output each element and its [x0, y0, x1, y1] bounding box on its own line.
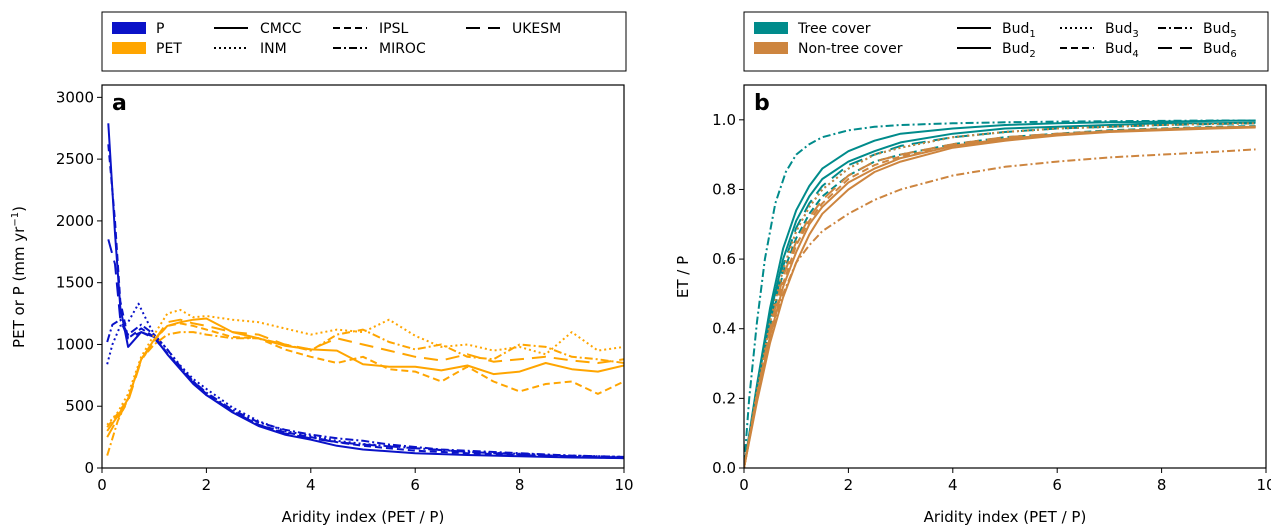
legend-swatch-p: [112, 22, 146, 34]
x-tick-label: 0: [739, 476, 749, 494]
y-tick-label: 2000: [56, 212, 94, 230]
x-tick-label: 2: [202, 476, 212, 494]
y-tick-label: 0.2: [712, 389, 736, 407]
y-tick-label: 0.8: [712, 180, 736, 198]
panel-b-frame: [743, 84, 1267, 469]
series-line-non-tree-cover-bud6: [744, 125, 1256, 468]
y-tick-label: 2500: [56, 150, 94, 168]
series-line-pet-miroc: [106, 328, 624, 456]
series-line-tree-cover-bud6: [744, 122, 1256, 468]
series-line-p-inm: [106, 302, 624, 458]
y-tick-label: 0.0: [712, 459, 736, 477]
series-line-p-cmcc: [107, 123, 624, 460]
series-line-non-tree-cover-bud1: [744, 125, 1256, 468]
x-tick-label: 8: [515, 476, 525, 494]
y-tick-label: 1500: [56, 274, 94, 292]
series-line-p-ipsl: [107, 144, 624, 460]
legend-label-pet: PET: [156, 41, 182, 57]
panel-b-ticks: 0 2 4 6 8 10 0.0 0.2 0.4 0.6 0.8 1.0: [712, 111, 1271, 494]
series-line-non-tree-cover-bud2: [744, 126, 1256, 468]
legend-swatch-pet: [112, 42, 146, 54]
panel-a-ylabel-end: ): [10, 206, 28, 212]
panel-b-xlabel: Aridity index (PET / P): [924, 508, 1087, 526]
series-line-non-tree-cover-bud3: [744, 122, 1256, 468]
y-tick-label: 1000: [56, 335, 94, 353]
panel-b-label: b: [754, 91, 770, 116]
y-tick-label: 1.0: [712, 111, 736, 129]
series-line-pet-ukesm: [106, 318, 624, 438]
legend-swatch-tree-cover: [754, 22, 788, 34]
legend-label-bud2: Bud2: [1002, 41, 1036, 60]
x-tick-label: 4: [948, 476, 958, 494]
x-tick-label: 6: [1052, 476, 1062, 494]
legend-swatch-non-tree-cover: [754, 42, 788, 54]
series-line-pet-ipsl: [106, 322, 624, 428]
series-line-non-tree-cover-bud5: [744, 148, 1256, 468]
legend-a-frame: [101, 11, 627, 72]
legend-label-bud1: Bud1: [1002, 21, 1036, 40]
legend-b-frame: [743, 11, 1269, 72]
legend-label-p: P: [156, 21, 164, 37]
series-line-p-miroc: [106, 318, 624, 458]
series-line-tree-cover-bud5: [744, 119, 1256, 468]
y-tick-label: 0.6: [712, 250, 736, 268]
y-tick-label: 500: [65, 397, 94, 415]
legend-label-bud6: Bud6: [1203, 41, 1237, 60]
legend-label-bud5: Bud5: [1203, 21, 1237, 40]
panel-a-label: a: [112, 91, 127, 116]
legend-label-miroc: MIROC: [379, 41, 426, 57]
x-tick-label: 8: [1157, 476, 1167, 494]
legend-label-bud3: Bud3: [1105, 21, 1139, 40]
series-line-tree-cover-bud2: [744, 121, 1256, 468]
panel-a-series: [106, 123, 624, 460]
x-tick-label: 2: [844, 476, 854, 494]
legend-label-ipsl: IPSL: [379, 21, 408, 37]
y-tick-label: 0.4: [712, 320, 736, 338]
y-tick-label: 0: [84, 459, 94, 477]
panel-a: 0 2 4 6 8 10 0 500 1000 1500 2000 2500 3000 a Aridit…: [10, 84, 634, 526]
series-line-tree-cover-bud1: [744, 119, 1256, 468]
legend-label-bud4: Bud4: [1105, 41, 1139, 60]
legend-label-ukesm: UKESM: [512, 21, 561, 37]
panel-a-ylabel: PET or P (mm yr−1): [10, 206, 28, 348]
legend-label-non-tree-cover: Non-tree cover: [798, 41, 903, 57]
series-line-non-tree-cover-bud4: [744, 125, 1256, 468]
panel-a-frame: [101, 84, 625, 469]
panel-a-ylabel-sup: −1: [10, 212, 21, 227]
panel-a-ylabel-main: PET or P (mm yr: [10, 226, 28, 348]
x-tick-label: 10: [614, 476, 633, 494]
legend-label-tree-cover: Tree cover: [797, 21, 871, 37]
x-tick-label: 6: [410, 476, 420, 494]
series-line-pet-inm: [106, 308, 624, 426]
y-tick-label: 3000: [56, 88, 94, 106]
legend-label-cmcc: CMCC: [260, 21, 302, 37]
series-line-tree-cover-bud4: [744, 125, 1256, 468]
x-tick-label: 0: [97, 476, 107, 494]
panel-b-series: [744, 119, 1256, 468]
series-line-tree-cover-bud3: [744, 122, 1256, 468]
panel-b: 0 2 4 6 8 10 0.0 0.2 0.4 0.6 0.8 1.0 b Aridity inde…: [674, 84, 1271, 526]
panel-a-ticks: 0 2 4 6 8 10 0 500 1000 1500 2000 2500 3000: [56, 88, 634, 494]
legend-label-inm: INM: [260, 41, 287, 57]
x-tick-label: 10: [1256, 476, 1271, 494]
legend-panel-a: P PET CMCC INM IPSL MIROC UKESM: [101, 11, 627, 72]
x-tick-label: 4: [306, 476, 316, 494]
series-line-p-ukesm: [107, 239, 624, 459]
panel-b-ylabel: ET / P: [674, 256, 692, 298]
panel-a-xlabel: Aridity index (PET / P): [282, 508, 445, 526]
